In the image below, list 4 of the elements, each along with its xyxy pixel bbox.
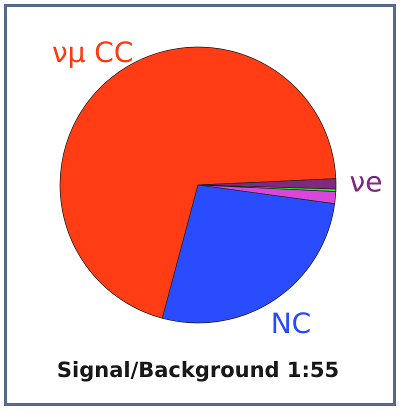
slice-label: νe	[350, 166, 382, 199]
slice-label: NC	[270, 306, 312, 340]
text: Signal/Background 1:55	[56, 358, 340, 382]
slice-label: νμ CC	[52, 36, 134, 70]
